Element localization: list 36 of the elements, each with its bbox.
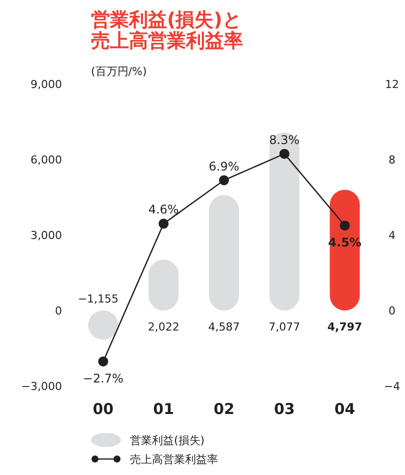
data-label: 7,077 bbox=[268, 320, 300, 334]
y2-tick-label: 12 bbox=[385, 78, 399, 91]
legend-label: 営業利益(損失) bbox=[130, 434, 205, 447]
y-tick-label: −3,000 bbox=[21, 380, 62, 393]
legend-label: 売上高営業利益率 bbox=[130, 453, 218, 466]
data-label: −1,155 bbox=[78, 292, 119, 306]
data-label: 8.3% bbox=[269, 132, 300, 147]
y-tick-label: 0 bbox=[55, 304, 62, 318]
x-tick-label: 01 bbox=[153, 400, 174, 418]
data-label: 6.9% bbox=[208, 159, 240, 174]
x-tick-label: 02 bbox=[214, 400, 234, 418]
y-tick-label: 6,000 bbox=[30, 154, 62, 166]
y-tick-label: 9,000 bbox=[30, 78, 62, 91]
data-label: 2,022 bbox=[148, 320, 180, 334]
bar bbox=[269, 132, 300, 310]
y2-tick-label: 0 bbox=[388, 304, 396, 318]
point bbox=[219, 175, 229, 186]
data-label: 4,797 bbox=[327, 320, 362, 334]
y2-tick-label: 8 bbox=[388, 154, 396, 166]
data-label: −2.7% bbox=[82, 371, 124, 386]
y2-tick-label: −4 bbox=[384, 380, 400, 393]
x-tick-label: 00 bbox=[92, 400, 114, 418]
data-label: 4,587 bbox=[208, 320, 240, 334]
bar bbox=[209, 195, 239, 310]
y2-tick-label: 4 bbox=[388, 229, 396, 242]
point bbox=[158, 218, 169, 229]
y-tick-label: 3,000 bbox=[30, 229, 62, 242]
point bbox=[340, 220, 350, 231]
chart-subtitle: (百万円/%) bbox=[91, 65, 147, 78]
chart-title: 営業利益(損失)と売上高営業利益率 bbox=[91, 9, 243, 52]
x-tick-label: 04 bbox=[334, 400, 356, 418]
bar bbox=[330, 190, 360, 310]
point bbox=[279, 148, 290, 159]
data-label: 4.6% bbox=[148, 202, 179, 217]
x-tick-label: 03 bbox=[274, 400, 295, 418]
point bbox=[98, 356, 108, 366]
